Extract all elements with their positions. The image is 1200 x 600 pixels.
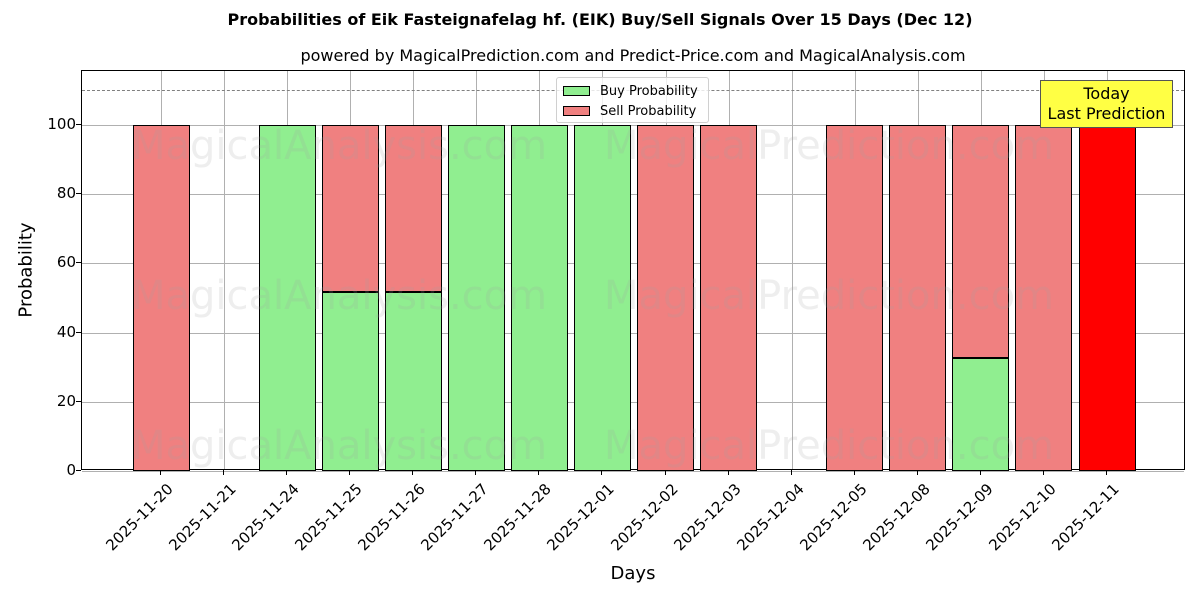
gridline-horizontal xyxy=(82,332,1184,334)
x-tick-mark xyxy=(790,470,792,475)
y-tick-mark xyxy=(76,193,81,195)
x-tick-label: 2025-11-24 xyxy=(228,480,303,555)
x-tick-mark xyxy=(475,470,477,475)
gridline-horizontal xyxy=(82,401,1184,403)
y-tick-label: 40 xyxy=(56,322,76,341)
y-tick-mark xyxy=(76,331,81,333)
y-axis-label: Probability xyxy=(15,222,37,318)
x-tick-mark xyxy=(538,470,540,475)
x-tick-mark xyxy=(853,470,855,475)
legend-buy-label: Buy Probability xyxy=(600,83,698,99)
x-tick-label: 2025-12-04 xyxy=(733,480,808,555)
buy-swatch-icon xyxy=(563,86,590,96)
plot-area: MagicalAnalysis.comMagicalPrediction.com… xyxy=(81,70,1185,472)
x-tick-mark xyxy=(286,470,288,475)
sell-bar xyxy=(132,125,190,471)
x-tick-label: 2025-11-26 xyxy=(354,480,429,555)
y-tick-label: 60 xyxy=(56,253,76,272)
y-tick-mark xyxy=(76,470,81,471)
gridline-horizontal xyxy=(82,125,1184,126)
sell-bar xyxy=(889,125,947,471)
x-tick-mark xyxy=(664,470,666,475)
legend-item-sell: Sell Probability xyxy=(563,103,696,119)
sell-swatch-icon xyxy=(563,106,590,116)
sell-bar xyxy=(826,125,884,471)
buy-bar xyxy=(510,125,568,471)
x-axis-label: Days xyxy=(610,563,656,584)
sell-bar xyxy=(700,125,758,471)
x-tick-label: 2025-12-08 xyxy=(859,480,934,555)
buy-bar xyxy=(573,125,631,471)
y-tick-label: 20 xyxy=(56,391,76,410)
x-tick-mark xyxy=(1106,470,1108,475)
sell-bar xyxy=(1015,125,1073,471)
y-tick-label: 0 xyxy=(66,461,76,479)
buy-bar xyxy=(258,125,316,471)
buy-bar xyxy=(384,292,442,471)
x-tick-mark xyxy=(412,470,414,475)
sell-bar xyxy=(384,125,442,293)
y-tick-label: 80 xyxy=(56,184,76,203)
y-tick-mark xyxy=(76,400,81,402)
x-tick-label: 2025-12-10 xyxy=(985,480,1060,555)
x-tick-mark xyxy=(160,470,161,475)
legend-item-buy: Buy Probability xyxy=(563,83,698,99)
x-tick-mark xyxy=(979,470,981,475)
x-tick-mark xyxy=(727,470,729,475)
chart-subtitle: powered by MagicalPrediction.com and Pre… xyxy=(300,46,966,65)
y-tick-mark xyxy=(76,262,81,264)
sell-bar xyxy=(321,125,379,293)
x-tick-mark xyxy=(601,470,603,475)
x-tick-label: 2025-12-02 xyxy=(606,480,682,555)
x-tick-label: 2025-12-05 xyxy=(796,480,871,555)
x-tick-mark xyxy=(916,470,918,475)
gridline-horizontal xyxy=(82,194,1184,196)
x-tick-label: 2025-12-01 xyxy=(543,480,619,555)
buy-bar xyxy=(321,292,379,471)
x-tick-mark xyxy=(1042,470,1044,475)
today-annotation-line2: Last Prediction xyxy=(1047,104,1166,123)
y-tick-mark xyxy=(76,124,81,125)
buy-bar xyxy=(952,357,1010,471)
x-tick-label: 2025-12-11 xyxy=(1048,480,1123,555)
gridline-vertical xyxy=(224,71,226,469)
y-tick-label: 100 xyxy=(47,115,76,133)
legend-sell-label: Sell Probability xyxy=(600,103,697,119)
buy-bar xyxy=(447,125,505,471)
x-tick-label: 2025-11-25 xyxy=(291,480,366,555)
x-tick-mark xyxy=(349,470,351,475)
sell-bar xyxy=(637,125,695,471)
x-tick-label: 2025-11-27 xyxy=(417,480,493,555)
x-tick-mark xyxy=(223,470,225,475)
today-sell-bar xyxy=(1078,125,1136,471)
gridline-horizontal xyxy=(82,471,1184,472)
today-annotation-line1: Today xyxy=(1083,84,1130,103)
gridline-horizontal xyxy=(82,263,1184,265)
today-annotation: Today Last Prediction xyxy=(1040,80,1173,128)
gridline-vertical xyxy=(791,71,793,469)
x-tick-label: 2025-11-20 xyxy=(102,480,177,555)
legend: Buy Probability Sell Probability xyxy=(556,77,709,123)
x-tick-label: 2025-12-09 xyxy=(922,480,997,555)
sell-bar xyxy=(952,125,1010,358)
chart-title: Probabilities of Eik Fasteignafelag hf. … xyxy=(227,10,973,29)
x-tick-label: 2025-11-21 xyxy=(165,480,240,555)
